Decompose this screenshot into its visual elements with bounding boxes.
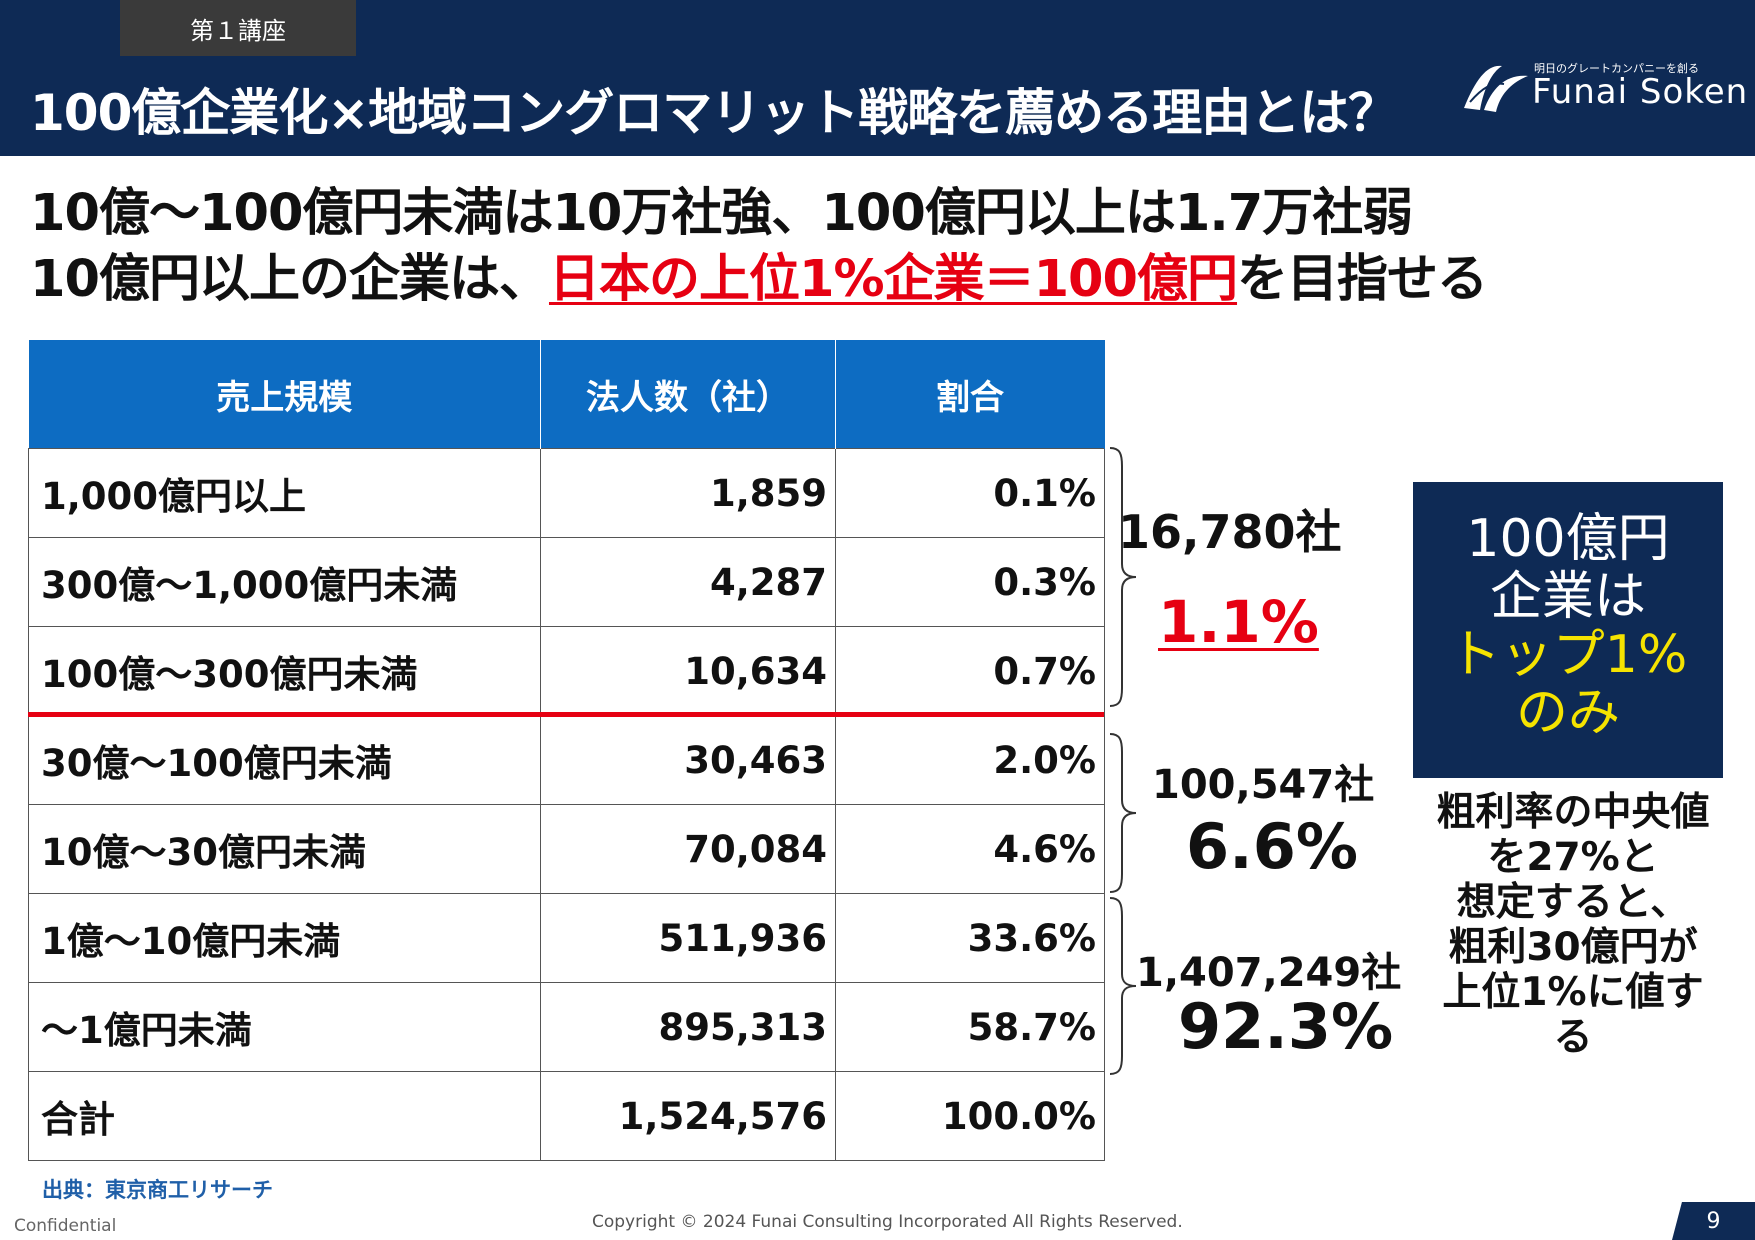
- logo-tagline: 明日のグレートカンパニーを創る: [1534, 62, 1699, 75]
- cell-scale: 1億～10億円未満: [28, 893, 541, 983]
- callout-line-3: トップ1%: [1448, 625, 1688, 685]
- top-1-percent-divider: [28, 712, 1104, 717]
- logo-name: Funai Soken: [1532, 72, 1749, 112]
- table-header-row: 売上規模 法人数（社） 割合: [28, 340, 1105, 449]
- callout-line-4: のみ: [1515, 683, 1620, 743]
- cell-scale: ～1億円未満: [28, 982, 541, 1072]
- source-citation: 出典：東京商工リサーチ: [42, 1178, 273, 1202]
- cell-scale: 1,000億円以上: [28, 448, 541, 538]
- company-scale-table: 売上規模 法人数（社） 割合 1,000億円以上 1,859 0.1% 300億…: [28, 340, 1105, 1161]
- cell-count: 30,463: [540, 715, 836, 805]
- page-title: 100億企業化×地域コングロマリット戦略を薦める理由とは？: [30, 84, 1398, 142]
- brace-top-group: [1109, 447, 1137, 707]
- brace-mid-group: [1109, 733, 1137, 893]
- page-number: 9: [1672, 1202, 1755, 1240]
- cell-ratio: 4.6%: [835, 804, 1105, 894]
- table-row: 100億～300億円未満 10,634 0.7%: [28, 626, 1105, 716]
- subtitle-line-2-prefix: 10億円以上の企業は、: [30, 250, 550, 309]
- cell-scale: 100億～300億円未満: [28, 626, 541, 716]
- note-line-2: を27%と: [1487, 835, 1659, 880]
- cell-count: 70,084: [540, 804, 836, 894]
- note-line-1: 粗利率の中央値: [1436, 790, 1710, 835]
- cell-ratio: 2.0%: [835, 715, 1105, 805]
- table-total-row: 合計 1,524,576 100.0%: [28, 1071, 1105, 1161]
- top-1-percent-callout: 100億円 企業は トップ1% のみ: [1413, 482, 1723, 778]
- cell-count: 4,287: [540, 537, 836, 627]
- cell-ratio: 0.1%: [835, 448, 1105, 538]
- low-group-percent: 92.3%: [1178, 990, 1394, 1063]
- cell-scale: 300億～1,000億円未満: [28, 537, 541, 627]
- subtitle-line-2: 10億円以上の企業は、日本の上位1%企業＝100億円を目指せる: [30, 248, 1488, 312]
- table-row: 10億～30億円未満 70,084 4.6%: [28, 804, 1105, 894]
- logo-wave-icon: [1464, 65, 1528, 112]
- lecture-label: 第１講座: [120, 0, 356, 56]
- callout-line-1: 100億円: [1466, 509, 1670, 569]
- cell-ratio: 0.7%: [835, 626, 1105, 716]
- subtitle-line-2-suffix: を目指せる: [1237, 250, 1488, 309]
- column-header-scale: 売上規模: [28, 340, 541, 449]
- note-line-4: 粗利30億円が: [1448, 925, 1698, 970]
- top-group-count: 16,780社: [1118, 505, 1342, 559]
- cell-ratio: 58.7%: [835, 982, 1105, 1072]
- funai-soken-logo: 明日のグレートカンパニーを創る Funai Soken: [1462, 54, 1747, 114]
- table-row: 1億～10億円未満 511,936 33.6%: [28, 893, 1105, 983]
- low-group-count: 1,407,249社: [1136, 950, 1402, 996]
- brace-low-group: [1109, 897, 1137, 1075]
- cell-scale: 10億～30億円未満: [28, 804, 541, 894]
- confidential-label: Confidential: [14, 1216, 117, 1236]
- cell-count: 1,524,576: [540, 1071, 836, 1161]
- column-header-ratio: 割合: [835, 340, 1105, 449]
- cell-scale: 合計: [28, 1071, 541, 1161]
- cell-scale: 30億～100億円未満: [28, 715, 541, 805]
- table-row: 1,000億円以上 1,859 0.1%: [28, 448, 1105, 538]
- column-header-count: 法人数（社）: [540, 340, 836, 449]
- table-row: 30億～100億円未満 30,463 2.0%: [28, 715, 1105, 805]
- subtitle-line-1: 10億～100億円未満は10万社強、100億円以上は1.7万社弱: [30, 184, 1413, 243]
- cell-count: 1,859: [540, 448, 836, 538]
- top-group-percent: 1.1%: [1158, 588, 1319, 656]
- cell-count: 10,634: [540, 626, 836, 716]
- cell-count: 895,313: [540, 982, 836, 1072]
- gross-margin-note: 粗利率の中央値 を27%と 想定すると、 粗利30億円が 上位1%に値する: [1428, 790, 1718, 1060]
- subtitle-highlight: 日本の上位1%企業＝100億円: [548, 250, 1238, 309]
- callout-line-2: 企業は: [1489, 567, 1646, 627]
- header-bar: 第１講座 100億企業化×地域コングロマリット戦略を薦める理由とは？ 明日のグレ…: [0, 0, 1755, 156]
- note-line-3: 想定すると、: [1456, 880, 1690, 925]
- cell-ratio: 100.0%: [835, 1071, 1105, 1161]
- cell-count: 511,936: [540, 893, 836, 983]
- cell-ratio: 0.3%: [835, 537, 1105, 627]
- table-row: ～1億円未満 895,313 58.7%: [28, 982, 1105, 1072]
- note-line-5: 上位1%に値する: [1442, 970, 1704, 1060]
- mid-group-percent: 6.6%: [1186, 810, 1358, 883]
- copyright-notice: Copyright © 2024 Funai Consulting Incorp…: [592, 1212, 1183, 1232]
- mid-group-count: 100,547社: [1152, 762, 1375, 808]
- cell-ratio: 33.6%: [835, 893, 1105, 983]
- table-row: 300億～1,000億円未満 4,287 0.3%: [28, 537, 1105, 627]
